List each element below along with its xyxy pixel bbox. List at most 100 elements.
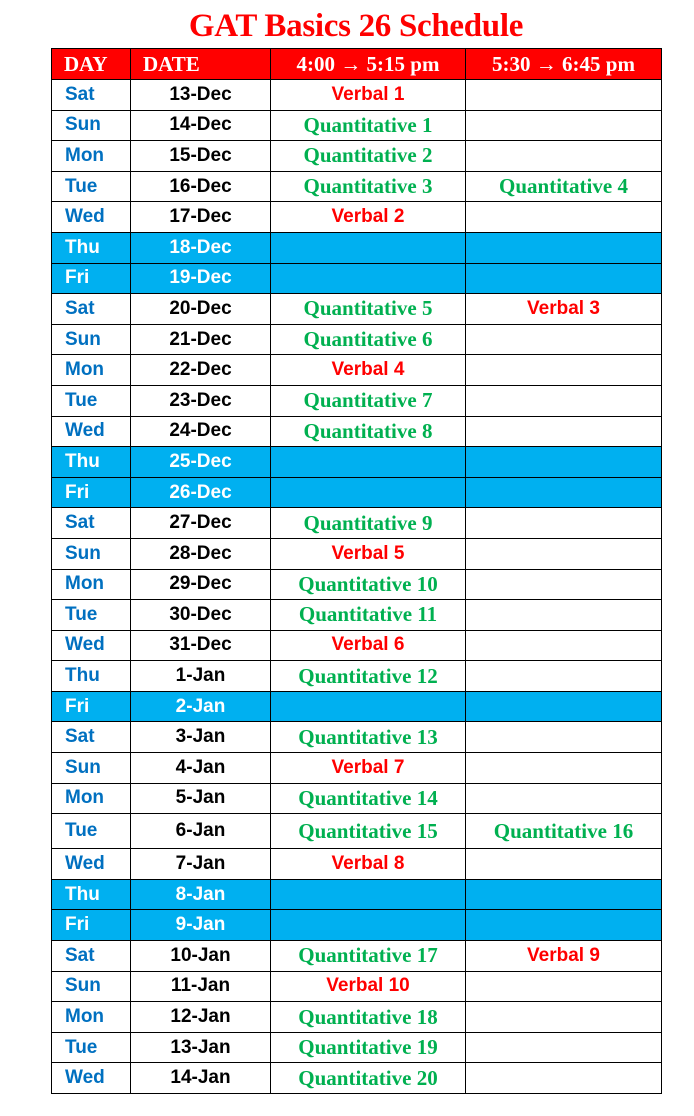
date-cell: 16-Dec xyxy=(130,170,271,203)
day-cell: Sat xyxy=(51,940,131,972)
date-cell: 31-Dec xyxy=(130,629,271,662)
schedule-table: DAY DATE 4:00 → 5:15 pm 5:30 → 6:45 pm S… xyxy=(51,48,662,1094)
table-row: Sat 3-Jan Quantitative 13 xyxy=(51,721,662,754)
slot1-cell: Verbal 4 xyxy=(270,354,466,386)
slot2-cell xyxy=(465,690,662,723)
table-row: Tue 23-Dec Quantitative 7 xyxy=(51,384,662,417)
slot1-cell: Quantitative 11 xyxy=(270,599,466,631)
date-cell: 28-Dec xyxy=(130,537,271,570)
date-cell: 24-Dec xyxy=(130,415,271,448)
date-cell: 9-Jan xyxy=(130,909,271,942)
day-cell: Tue xyxy=(51,813,131,850)
slot1-cell: Quantitative 15 xyxy=(270,813,466,850)
slot2-cell xyxy=(465,970,662,1003)
table-row: Sun 21-Dec Quantitative 6 xyxy=(51,323,662,356)
day-cell: Fri xyxy=(51,262,131,295)
day-cell: Tue xyxy=(51,599,131,631)
slot2-cell xyxy=(465,140,662,172)
slot2-cell xyxy=(465,507,662,539)
day-cell: Tue xyxy=(51,170,131,203)
header-slot2: 5:30 → 6:45 pm xyxy=(465,48,662,80)
slot2-cell xyxy=(465,79,662,111)
day-cell: Wed xyxy=(51,1062,131,1094)
slot1-cell: Verbal 10 xyxy=(270,970,466,1003)
slot2-cell xyxy=(465,446,662,478)
table-row: Wed 17-Dec Verbal 2 xyxy=(51,201,662,233)
slot2-cell xyxy=(465,1031,662,1064)
date-cell: 27-Dec xyxy=(130,507,271,539)
slot1-cell: Quantitative 12 xyxy=(270,660,466,692)
day-cell: Thu xyxy=(51,878,131,911)
table-row: Tue 16-Dec Quantitative 3 Quantitative 4 xyxy=(51,170,662,203)
slot1-cell: Verbal 2 xyxy=(270,201,466,233)
day-cell: Mon xyxy=(51,140,131,172)
slot1-cell: Verbal 6 xyxy=(270,629,466,662)
day-cell: Thu xyxy=(51,660,131,692)
table-row-off-day: Thu 8-Jan xyxy=(51,878,662,911)
slot2-cell: Verbal 3 xyxy=(465,293,662,325)
date-cell: 4-Jan xyxy=(130,752,271,784)
day-cell: Mon xyxy=(51,354,131,386)
day-cell: Sat xyxy=(51,293,131,325)
slot2-cell xyxy=(465,782,662,815)
date-cell: 15-Dec xyxy=(130,140,271,172)
slot1-cell: Quantitative 8 xyxy=(270,415,466,448)
header-day: DAY xyxy=(51,48,131,80)
table-row: Sat 13-Dec Verbal 1 xyxy=(51,79,662,111)
slot1-cell: Verbal 1 xyxy=(270,79,466,111)
slot2-cell xyxy=(465,384,662,417)
slot1-cell: Quantitative 3 xyxy=(270,170,466,203)
table-row: Wed 24-Dec Quantitative 8 xyxy=(51,415,662,448)
day-cell: Mon xyxy=(51,782,131,815)
slot2-cell xyxy=(465,752,662,784)
slot1-cell: Quantitative 2 xyxy=(270,140,466,172)
slot1-cell: Verbal 8 xyxy=(270,848,466,880)
date-cell: 10-Jan xyxy=(130,940,271,972)
date-cell: 14-Jan xyxy=(130,1062,271,1094)
slot1-cell xyxy=(270,476,466,509)
day-cell: Sat xyxy=(51,721,131,754)
slot1-cell: Quantitative 6 xyxy=(270,323,466,356)
slot1-cell: Quantitative 1 xyxy=(270,109,466,142)
day-cell: Sun xyxy=(51,970,131,1003)
date-cell: 18-Dec xyxy=(130,231,271,264)
slot1-cell: Verbal 5 xyxy=(270,537,466,570)
slot2-cell xyxy=(465,878,662,911)
slot2-cell xyxy=(465,476,662,509)
slot2-cell xyxy=(465,1062,662,1094)
table-row: Sun 28-Dec Verbal 5 xyxy=(51,537,662,570)
slot2-cell: Verbal 9 xyxy=(465,940,662,972)
table-row: Sat 10-Jan Quantitative 17 Verbal 9 xyxy=(51,940,662,972)
slot1-cell xyxy=(270,690,466,723)
table-row: Sun 14-Dec Quantitative 1 xyxy=(51,109,662,142)
slot2-cell xyxy=(465,629,662,662)
table-row: Sun 4-Jan Verbal 7 xyxy=(51,752,662,784)
slot2-cell xyxy=(465,848,662,880)
table-row: Tue 13-Jan Quantitative 19 xyxy=(51,1031,662,1064)
slot2-cell xyxy=(465,1001,662,1033)
slot1-cell: Verbal 7 xyxy=(270,752,466,784)
header-date: DATE xyxy=(130,48,271,80)
table-row-off-day: Fri 2-Jan xyxy=(51,690,662,723)
table-row: Wed 31-Dec Verbal 6 xyxy=(51,629,662,662)
slot1-cell xyxy=(270,262,466,295)
day-cell: Sun xyxy=(51,323,131,356)
table-row: Wed 7-Jan Verbal 8 xyxy=(51,848,662,880)
table-row: Thu 1-Jan Quantitative 12 xyxy=(51,660,662,692)
slot2-cell: Quantitative 16 xyxy=(465,813,662,850)
slot2-cell xyxy=(465,109,662,142)
table-row: Tue 30-Dec Quantitative 11 xyxy=(51,599,662,631)
slot2-cell xyxy=(465,415,662,448)
slot1-cell: Quantitative 5 xyxy=(270,293,466,325)
slot2-cell xyxy=(465,599,662,631)
table-row-off-day: Thu 18-Dec xyxy=(51,231,662,264)
slot2-cell xyxy=(465,354,662,386)
slot1-cell xyxy=(270,446,466,478)
table-row-off-day: Fri 19-Dec xyxy=(51,262,662,295)
slot2-cell: Quantitative 4 xyxy=(465,170,662,203)
slot1-cell: Quantitative 17 xyxy=(270,940,466,972)
slot2-cell xyxy=(465,568,662,601)
slot1-cell: Quantitative 20 xyxy=(270,1062,466,1094)
table-row: Mon 15-Dec Quantitative 2 xyxy=(51,140,662,172)
date-cell: 13-Jan xyxy=(130,1031,271,1064)
